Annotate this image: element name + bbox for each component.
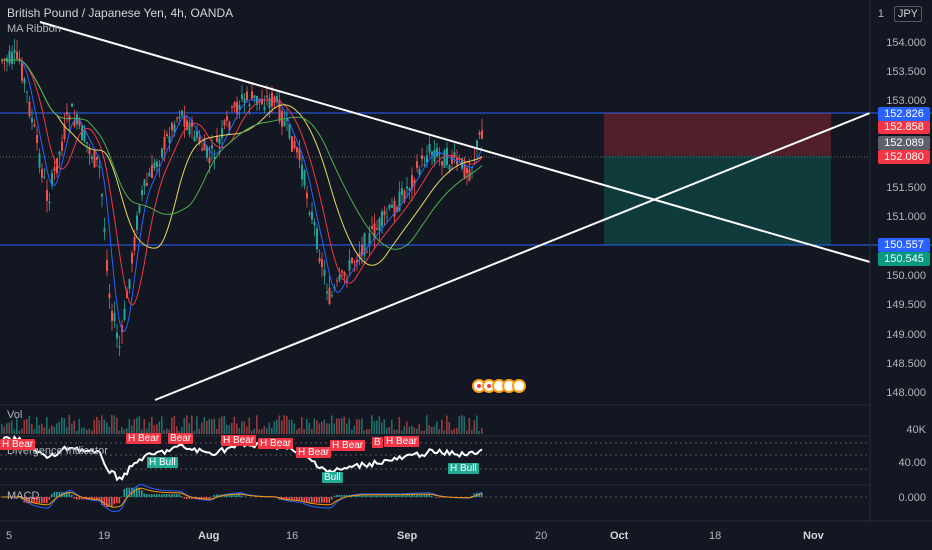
time-axis-label: 20 (535, 530, 548, 542)
stop-zone[interactable] (604, 113, 831, 156)
time-axis-label: Sep (397, 530, 418, 542)
time-axis-label: Nov (803, 530, 824, 542)
price-axis-label: 148.500 (886, 358, 926, 370)
time-axis-label: 18 (709, 530, 722, 542)
indicator-title[interactable]: MA Ribbon (7, 23, 61, 35)
divergence-tag: H Bear (258, 438, 294, 449)
divergence-tag: B (372, 437, 383, 448)
divergence-tag: H Bear (221, 435, 257, 446)
currency-badge[interactable]: JPY (893, 6, 922, 22)
price-axis-label: 149.500 (886, 299, 926, 311)
price-axis-label: 151.000 (886, 211, 926, 223)
divergence-tag: H Bull (147, 457, 178, 468)
price-axis-label: 151.500 (886, 182, 926, 194)
divergence-tag: H Bear (330, 440, 366, 451)
price-axis-label: 153.000 (886, 95, 926, 107)
price-axis-label: 149.000 (886, 329, 926, 341)
price-axis-label: 148.000 (886, 387, 926, 399)
events-markers[interactable] (472, 379, 526, 393)
symbol-title[interactable]: British Pound / Japanese Yen, 4h, OANDA (7, 6, 234, 20)
divergence-scale: 40.00 (898, 457, 926, 469)
divergence-tag: H Bear (296, 447, 332, 458)
time-axis-label: 5 (6, 530, 13, 542)
ma-ribbon (2, 59, 483, 332)
ascending-trendline[interactable] (154, 112, 871, 401)
target-price-tag: 150.545 (878, 252, 930, 266)
time-axis-label: 19 (98, 530, 111, 542)
price-axis-label: 153.500 (886, 66, 926, 78)
stop-price-tag: 152.858 (878, 120, 930, 134)
time-axis-label: Oct (610, 530, 629, 542)
volume-pane-title[interactable]: Vol (7, 409, 23, 421)
price-axis-partial: 1 (877, 8, 884, 20)
candles (1, 38, 483, 357)
divergence-tag: H Bear (384, 436, 420, 447)
time-axis-label: 16 (286, 530, 299, 542)
divergence-tag: H Bear (126, 433, 162, 444)
divergence-tag: H Bull (448, 463, 479, 474)
descending-trendline[interactable] (39, 21, 871, 263)
volume-bars (1, 415, 483, 434)
divergence-tag: Bull (322, 472, 343, 483)
divergence-tag: H Bear (0, 439, 36, 450)
upper-line-price-tag: 152.826 (878, 107, 930, 121)
time-axis-label: Aug (198, 530, 220, 542)
signal-line (2, 487, 483, 508)
macd-scale: 0.000 (898, 492, 926, 504)
divergence-tag: Bear (168, 433, 194, 444)
entry-price-tag: 152.080 (878, 150, 930, 164)
event-icon[interactable] (512, 379, 526, 393)
macd-pane-title[interactable]: MACD (7, 490, 40, 502)
price-axis-label: 150.000 (886, 270, 926, 282)
lower-line-price-tag: 150.557 (878, 238, 930, 252)
target-zone[interactable] (604, 156, 831, 245)
volume-scale: 40K (906, 424, 926, 436)
price-axis-label: 154.000 (886, 37, 926, 49)
last-price-tag: 152.089 (878, 136, 930, 150)
